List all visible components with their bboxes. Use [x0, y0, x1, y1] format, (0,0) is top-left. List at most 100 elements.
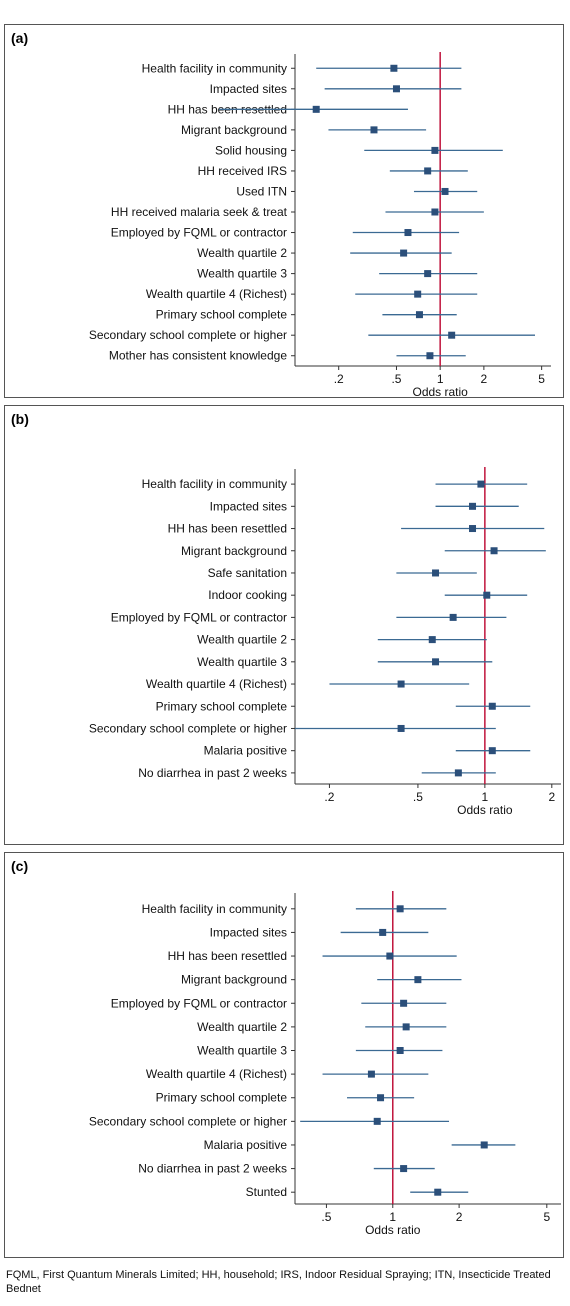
- odds-ratio-marker: [414, 290, 422, 298]
- odds-ratio-marker: [483, 591, 491, 599]
- x-tick-label: 1: [482, 790, 489, 804]
- row-label: Employed by FQML or contractor: [111, 610, 287, 624]
- x-tick-label: .5: [391, 372, 401, 386]
- odds-ratio-marker: [469, 525, 477, 533]
- x-tick-label: .5: [413, 790, 423, 804]
- row-label: Migrant background: [181, 123, 287, 137]
- row-label: Employed by FQML or contractor: [111, 996, 287, 1010]
- x-tick-label: .2: [324, 790, 334, 804]
- row-label: No diarrhea in past 2 weeks: [138, 766, 287, 780]
- odds-ratio-marker: [373, 1117, 381, 1125]
- row-label: Solid housing: [215, 143, 287, 157]
- x-tick-label: 2: [548, 790, 555, 804]
- row-label: Health facility in community: [142, 902, 287, 916]
- row-label: Malaria positive: [204, 1138, 288, 1152]
- odds-ratio-marker: [434, 1188, 442, 1196]
- row-label: Secondary school complete or higher: [89, 328, 287, 342]
- odds-ratio-marker: [469, 502, 477, 510]
- odds-ratio-marker: [386, 952, 394, 960]
- odds-ratio-marker: [448, 331, 456, 339]
- x-tick-label: 5: [543, 1210, 550, 1224]
- row-label: Impacted sites: [210, 82, 287, 96]
- odds-ratio-marker: [402, 1023, 410, 1031]
- odds-ratio-marker: [377, 1094, 385, 1102]
- x-tick-label: 5: [538, 372, 545, 386]
- odds-ratio-marker: [432, 569, 440, 577]
- odds-ratio-marker: [431, 208, 439, 216]
- odds-ratio-marker: [379, 928, 387, 936]
- panel-a: (a) .2 .5 1 2 5 Odds ratio Health facility in c…: [4, 24, 564, 399]
- x-tick-label: 2: [481, 372, 488, 386]
- row-label: Impacted sites: [210, 925, 287, 939]
- panel-label: (b): [11, 411, 29, 427]
- row-label: Primary school complete: [156, 1091, 288, 1105]
- forest-plot-1: (b) .2 .5 1 2 Odds ratio Health facility in co…: [11, 411, 561, 817]
- row-label: Primary school complete: [156, 308, 288, 322]
- odds-ratio-marker: [396, 1047, 404, 1054]
- odds-ratio-marker: [428, 636, 436, 644]
- odds-ratio-marker: [477, 480, 485, 488]
- x-axis-label: Odds ratio: [457, 803, 513, 817]
- odds-ratio-marker: [312, 105, 320, 113]
- row-label: Health facility in community: [142, 61, 287, 75]
- x-tick-label: .2: [334, 372, 344, 386]
- odds-ratio-marker: [449, 613, 457, 621]
- row-label: Indoor cooking: [208, 588, 287, 602]
- odds-ratio-marker: [397, 724, 405, 732]
- row-label: Wealth quartile 3: [197, 655, 287, 669]
- row-label: Migrant background: [181, 973, 287, 987]
- row-label: Safe sanitation: [208, 566, 287, 580]
- x-tick-label: 2: [456, 1210, 463, 1224]
- row-label: Wealth quartile 3: [197, 1044, 287, 1058]
- odds-ratio-marker: [400, 999, 408, 1007]
- row-label: Used ITN: [236, 184, 287, 198]
- odds-ratio-marker: [392, 85, 400, 93]
- row-label: HH received malaria seek & treat: [111, 205, 288, 219]
- panel-label: (a): [11, 30, 28, 46]
- footnote: FQML, First Quantum Minerals Limited; HH…: [6, 1269, 551, 1295]
- odds-ratio-marker: [426, 352, 434, 360]
- row-label: Secondary school complete or higher: [89, 1114, 287, 1128]
- row-label: HH has been resettled: [168, 522, 287, 536]
- row-label: Wealth quartile 3: [197, 267, 287, 281]
- odds-ratio-marker: [488, 747, 496, 755]
- row-label: HH received IRS: [198, 164, 287, 178]
- odds-ratio-marker: [454, 769, 462, 777]
- panel-label: (c): [11, 858, 28, 874]
- row-label: Wealth quartile 2: [197, 1020, 287, 1034]
- x-tick-label: .5: [321, 1210, 331, 1224]
- x-tick-label: 1: [389, 1210, 396, 1224]
- odds-ratio-marker: [397, 680, 405, 688]
- odds-ratio-marker: [396, 905, 404, 913]
- row-label: Primary school complete: [156, 699, 288, 713]
- odds-ratio-marker: [404, 229, 412, 237]
- odds-ratio-marker: [367, 1070, 375, 1078]
- x-axis-label: Odds ratio: [412, 385, 468, 399]
- row-label: Wealth quartile 4 (Richest): [146, 287, 287, 301]
- panel-c: (c) .5 1 2 5 Odds ratio Health facility in com…: [4, 852, 564, 1258]
- odds-ratio-marker: [488, 702, 496, 710]
- odds-ratio-marker: [370, 126, 378, 134]
- odds-ratio-marker: [441, 187, 449, 195]
- x-tick-label: 1: [437, 372, 444, 386]
- row-label: Wealth quartile 4 (Richest): [146, 677, 287, 691]
- row-label: Wealth quartile 2: [197, 633, 287, 647]
- forest-plot-2: (c) .5 1 2 5 Odds ratio Health facility in com…: [11, 858, 561, 1237]
- row-label: Stunted: [246, 1185, 287, 1199]
- odds-ratio-marker: [414, 976, 422, 984]
- forest-plot-0: (a) .2 .5 1 2 5 Odds ratio Health facility in c…: [11, 30, 551, 399]
- row-label: No diarrhea in past 2 weeks: [138, 1162, 287, 1176]
- odds-ratio-marker: [424, 270, 432, 278]
- odds-ratio-marker: [390, 64, 398, 72]
- odds-ratio-marker: [415, 311, 423, 319]
- row-label: Secondary school complete or higher: [89, 721, 287, 735]
- odds-ratio-marker: [400, 249, 408, 257]
- odds-ratio-marker: [431, 146, 439, 154]
- odds-ratio-marker: [424, 167, 432, 175]
- odds-ratio-marker: [400, 1165, 408, 1173]
- row-label: Employed by FQML or contractor: [111, 226, 287, 240]
- row-label: Wealth quartile 4 (Richest): [146, 1067, 287, 1081]
- row-label: Wealth quartile 2: [197, 246, 287, 260]
- row-label: Health facility in community: [142, 477, 287, 491]
- row-label: HH has been resettled: [168, 949, 287, 963]
